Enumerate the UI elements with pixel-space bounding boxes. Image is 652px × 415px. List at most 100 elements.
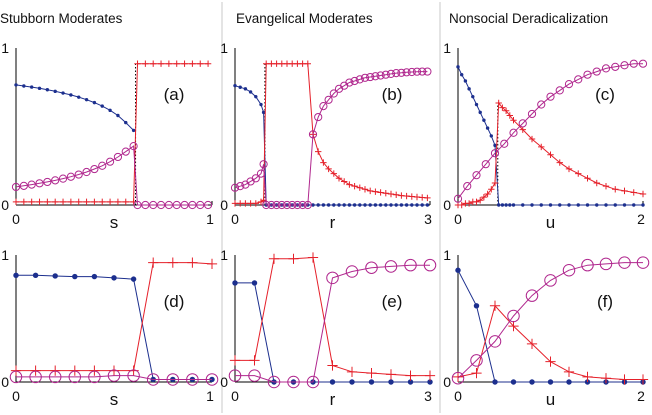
data-point-s2 bbox=[89, 365, 100, 376]
data-point-s2 bbox=[206, 258, 218, 270]
panel-a: 0 1 0 1 s (a) bbox=[1, 40, 214, 232]
data-point-s2 bbox=[377, 189, 384, 196]
data-point-s3 bbox=[592, 67, 601, 76]
data-point-s1 bbox=[394, 203, 398, 207]
data-point-s1 bbox=[108, 108, 112, 113]
data-point-s3 bbox=[149, 200, 158, 210]
data-point-s2 bbox=[52, 198, 59, 206]
data-point-s3 bbox=[345, 265, 359, 278]
data-point-s1 bbox=[378, 203, 383, 207]
series-line-s1 bbox=[15, 84, 134, 131]
data-point-s1 bbox=[455, 267, 461, 273]
data-point-s3 bbox=[272, 200, 281, 210]
data-point-s2 bbox=[157, 60, 165, 67]
data-point-s2 bbox=[519, 126, 526, 133]
data-point-s3 bbox=[180, 200, 189, 210]
data-point-s3 bbox=[453, 194, 463, 203]
data-point-s3 bbox=[402, 68, 411, 77]
data-point-s1 bbox=[77, 95, 81, 99]
data-point-s1 bbox=[604, 203, 608, 207]
data-point-s1 bbox=[567, 203, 571, 207]
data-point-s1 bbox=[467, 87, 471, 91]
data-point-s1 bbox=[511, 203, 516, 207]
data-point-s1 bbox=[243, 87, 248, 91]
data-point-s2 bbox=[181, 60, 188, 67]
data-point-s1 bbox=[116, 113, 120, 118]
data-point-s3 bbox=[146, 373, 160, 386]
data-point-s1 bbox=[504, 203, 508, 207]
data-point-s3 bbox=[638, 59, 648, 68]
data-point-s3 bbox=[525, 289, 539, 302]
data-point-s1 bbox=[233, 83, 237, 88]
data-point-s2 bbox=[12, 198, 20, 206]
data-point-s3 bbox=[423, 258, 437, 272]
data-point-s3 bbox=[481, 160, 490, 169]
panel-d: 0 1 0 1 s (d) bbox=[1, 247, 219, 409]
x-tick-label: 1 bbox=[206, 388, 214, 404]
data-point-s2 bbox=[69, 365, 80, 376]
data-point-s1 bbox=[558, 203, 562, 207]
data-point-s3 bbox=[386, 69, 396, 79]
data-point-s3 bbox=[365, 261, 378, 274]
panel-label: (d) bbox=[164, 292, 185, 311]
data-point-s2 bbox=[361, 186, 369, 193]
y-tick-label: 1 bbox=[220, 247, 228, 263]
panel-label: (f) bbox=[597, 292, 613, 311]
data-point-s2 bbox=[471, 367, 482, 379]
data-point-s1 bbox=[100, 104, 104, 108]
x-tick-label: 2 bbox=[637, 211, 645, 227]
series-line-s3 bbox=[16, 375, 212, 380]
data-point-s3 bbox=[129, 142, 138, 151]
data-point-s3 bbox=[166, 373, 180, 386]
data-point-s2 bbox=[20, 198, 28, 206]
data-point-s3 bbox=[381, 70, 390, 79]
data-point-s3 bbox=[470, 354, 483, 367]
data-point-s1 bbox=[548, 203, 553, 207]
data-point-s3 bbox=[293, 200, 302, 210]
data-point-s3 bbox=[186, 373, 199, 386]
data-point-s1 bbox=[347, 203, 352, 207]
data-point-s3 bbox=[314, 112, 323, 122]
data-point-s1 bbox=[61, 91, 65, 95]
panel-label: (a) bbox=[164, 85, 185, 104]
data-point-s1 bbox=[547, 379, 554, 385]
data-point-s2 bbox=[44, 198, 51, 206]
data-point-s2 bbox=[458, 201, 465, 209]
data-point-s1 bbox=[595, 203, 599, 207]
data-point-s2 bbox=[106, 198, 114, 206]
data-point-s3 bbox=[355, 75, 364, 84]
data-point-s1 bbox=[332, 203, 336, 207]
data-point-s1 bbox=[529, 379, 535, 385]
data-point-s1 bbox=[410, 203, 414, 207]
data-point-s3 bbox=[113, 152, 123, 162]
panel-label: (b) bbox=[382, 85, 403, 104]
data-point-s2 bbox=[28, 198, 35, 206]
data-point-s1 bbox=[460, 72, 464, 77]
data-point-s1 bbox=[585, 203, 590, 207]
data-point-s2 bbox=[489, 300, 501, 311]
series-line-s2 bbox=[235, 256, 430, 377]
data-point-s2 bbox=[637, 374, 649, 385]
data-point-s1 bbox=[69, 93, 73, 97]
data-point-s3 bbox=[329, 89, 338, 98]
y-tick-label: 1 bbox=[443, 247, 451, 263]
data-point-s1 bbox=[493, 143, 497, 148]
y-tick-label: 1 bbox=[1, 40, 9, 56]
data-point-s1 bbox=[613, 203, 617, 207]
data-point-s2 bbox=[50, 365, 61, 376]
data-point-s2 bbox=[424, 370, 436, 381]
data-point-s1 bbox=[389, 203, 393, 207]
data-point-s1 bbox=[45, 88, 50, 92]
data-point-s2 bbox=[582, 371, 593, 383]
data-point-s3 bbox=[404, 258, 417, 272]
data-point-s2 bbox=[630, 189, 637, 196]
series-line-s3 bbox=[15, 145, 209, 206]
data-point-s1 bbox=[337, 203, 341, 207]
data-point-s1 bbox=[399, 203, 404, 207]
data-point-s3 bbox=[618, 256, 631, 269]
data-point-s3 bbox=[319, 101, 328, 111]
series-line-s1 bbox=[16, 274, 212, 380]
data-point-s1 bbox=[32, 272, 39, 279]
data-point-s3 bbox=[172, 200, 181, 210]
data-point-s3 bbox=[9, 370, 23, 384]
